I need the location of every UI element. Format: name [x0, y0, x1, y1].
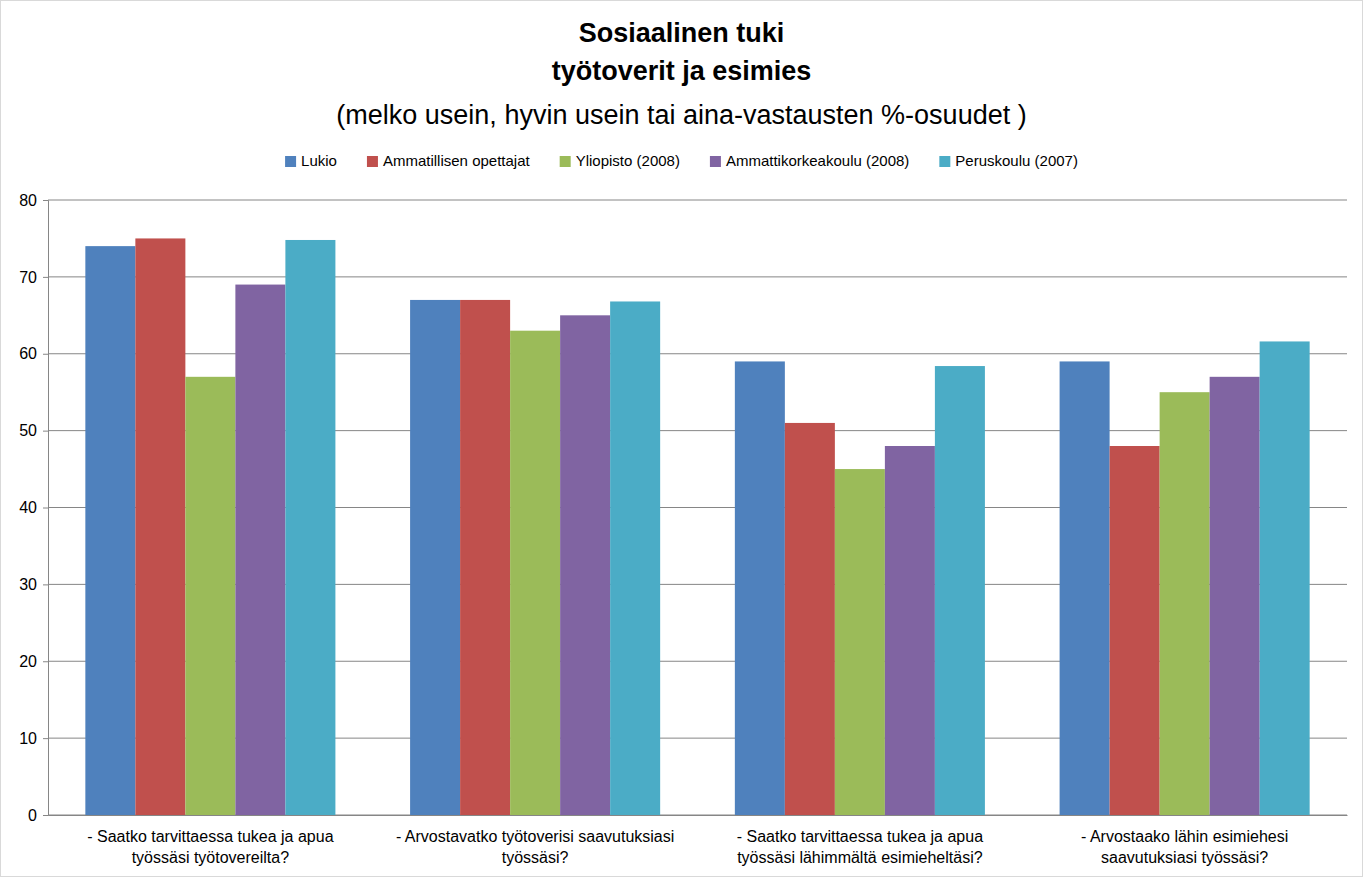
bar — [935, 366, 985, 815]
label-line: työssäsi työtovereilta? — [132, 849, 290, 866]
bar — [1260, 341, 1310, 815]
y-tick-label: 60 — [19, 345, 37, 362]
chart-border — [1, 1, 1363, 877]
x-tick-label: - Saatko tarvittaessa tukea ja apua työss… — [737, 828, 983, 866]
legend-swatch — [367, 156, 378, 167]
legend-label: Peruskoulu (2007) — [955, 152, 1078, 169]
legend-item: Yliopisto (2008) — [560, 152, 680, 169]
chart: Sosiaalinen tuki työtoverit ja esimies (me… — [0, 0, 1363, 877]
legend-label: Lukio — [301, 152, 337, 169]
bar — [85, 246, 135, 815]
bar — [1210, 377, 1260, 815]
y-tick-mark — [43, 508, 48, 509]
bar — [1160, 392, 1210, 815]
y-axis-line — [43, 201, 49, 816]
legend-item: Ammattikorkeakoulu (2008) — [710, 152, 909, 169]
label-line: - Arvostavatko työtoverisi saavutuksiasi — [396, 828, 674, 845]
bar — [235, 285, 285, 815]
bar — [1060, 361, 1110, 815]
x-axis — [49, 815, 1348, 816]
legend-item: Peruskoulu (2007) — [939, 152, 1078, 169]
legend-label: Ammatillisen opettajat — [383, 152, 531, 169]
grid-line — [48, 276, 1347, 277]
legend: Lukio Ammatillisen opettajat Yliopisto (20… — [285, 152, 1078, 169]
label-line: saavutuksiasi työssäsi? — [1101, 849, 1268, 866]
y-tick: 70 — [19, 268, 48, 285]
y-tick-mark — [43, 277, 48, 278]
y-tick-label: 50 — [19, 422, 37, 439]
y-tick-mark — [43, 815, 48, 816]
label-line: työssäsi lähimmältä esimieheltäsi? — [737, 849, 983, 866]
y-tick-label: 20 — [19, 653, 37, 670]
y-tick-label: 40 — [19, 499, 37, 516]
y-tick-label: 0 — [28, 807, 37, 824]
y-tick-mark — [43, 738, 48, 739]
y-tick-label: 80 — [19, 192, 37, 209]
bar — [835, 469, 885, 815]
series — [135, 238, 1159, 815]
x-tick-label: - Arvostaako lähin esimiehesi saavutuksia… — [1081, 828, 1288, 866]
legend-swatch — [560, 156, 571, 167]
y-tick-mark — [43, 584, 48, 585]
bar — [785, 423, 835, 815]
label-line: - Saatko tarvittaessa tukea ja apua — [737, 828, 983, 845]
y-tick-label: 10 — [19, 730, 37, 747]
y-tick: 30 — [19, 576, 48, 593]
bar — [185, 377, 235, 815]
y-tick: 10 — [19, 730, 48, 747]
subtitle: (melko usein, hyvin usein tai aina-vasta… — [336, 100, 1026, 130]
bar — [1110, 446, 1160, 815]
bars — [85, 238, 1309, 815]
y-tick: 20 — [19, 653, 48, 670]
x-axis-line — [49, 815, 1348, 816]
title-line: Sosiaalinen tuki — [579, 18, 785, 48]
x-tick-label: - Saatko tarvittaessa tukea ja apua työss… — [87, 828, 333, 866]
y-tick: 50 — [19, 422, 48, 439]
bar — [135, 238, 185, 815]
y-axis: 0 10 20 30 40 50 60 70 80 — [19, 192, 48, 824]
grid-line — [48, 200, 1347, 201]
y-tick: 80 — [19, 192, 48, 209]
bar — [285, 240, 335, 815]
y-tick-mark — [43, 354, 48, 355]
series — [285, 240, 1309, 815]
legend-swatch — [710, 156, 721, 167]
series — [235, 285, 1259, 815]
series — [185, 331, 1209, 815]
bar — [610, 301, 660, 815]
legend-label: Ammattikorkeakoulu (2008) — [726, 152, 909, 169]
title-line: työtoverit ja esimies — [552, 56, 812, 86]
legend-item: Lukio — [285, 152, 337, 169]
y-tick-mark — [43, 661, 48, 662]
x-tick-label: - Arvostavatko työtoverisi saavutuksiasi… — [396, 828, 674, 866]
y-tick: 60 — [19, 345, 48, 362]
y-tick-label: 30 — [19, 576, 37, 593]
bar — [460, 300, 510, 815]
bar — [560, 315, 610, 815]
legend-item: Ammatillisen opettajat — [367, 152, 531, 169]
y-tick: 40 — [19, 499, 48, 516]
title: Sosiaalinen tuki työtoverit ja esimies — [552, 18, 812, 86]
y-tick-label: 70 — [19, 268, 37, 285]
label-line: - Arvostaako lähin esimiehesi — [1081, 828, 1288, 845]
bar — [885, 446, 935, 815]
legend-label: Yliopisto (2008) — [576, 152, 680, 169]
legend-swatch — [285, 156, 296, 167]
y-tick-mark — [43, 431, 48, 432]
grid — [48, 200, 1347, 815]
bar — [510, 331, 560, 815]
y-tick-mark — [43, 200, 48, 201]
y-tick: 0 — [28, 807, 48, 824]
label-line: - Saatko tarvittaessa tukea ja apua — [87, 828, 333, 845]
bar — [410, 300, 460, 815]
bar — [735, 361, 785, 815]
legend-swatch — [939, 156, 950, 167]
label-line: työssäsi? — [502, 849, 569, 866]
series — [85, 246, 1109, 815]
